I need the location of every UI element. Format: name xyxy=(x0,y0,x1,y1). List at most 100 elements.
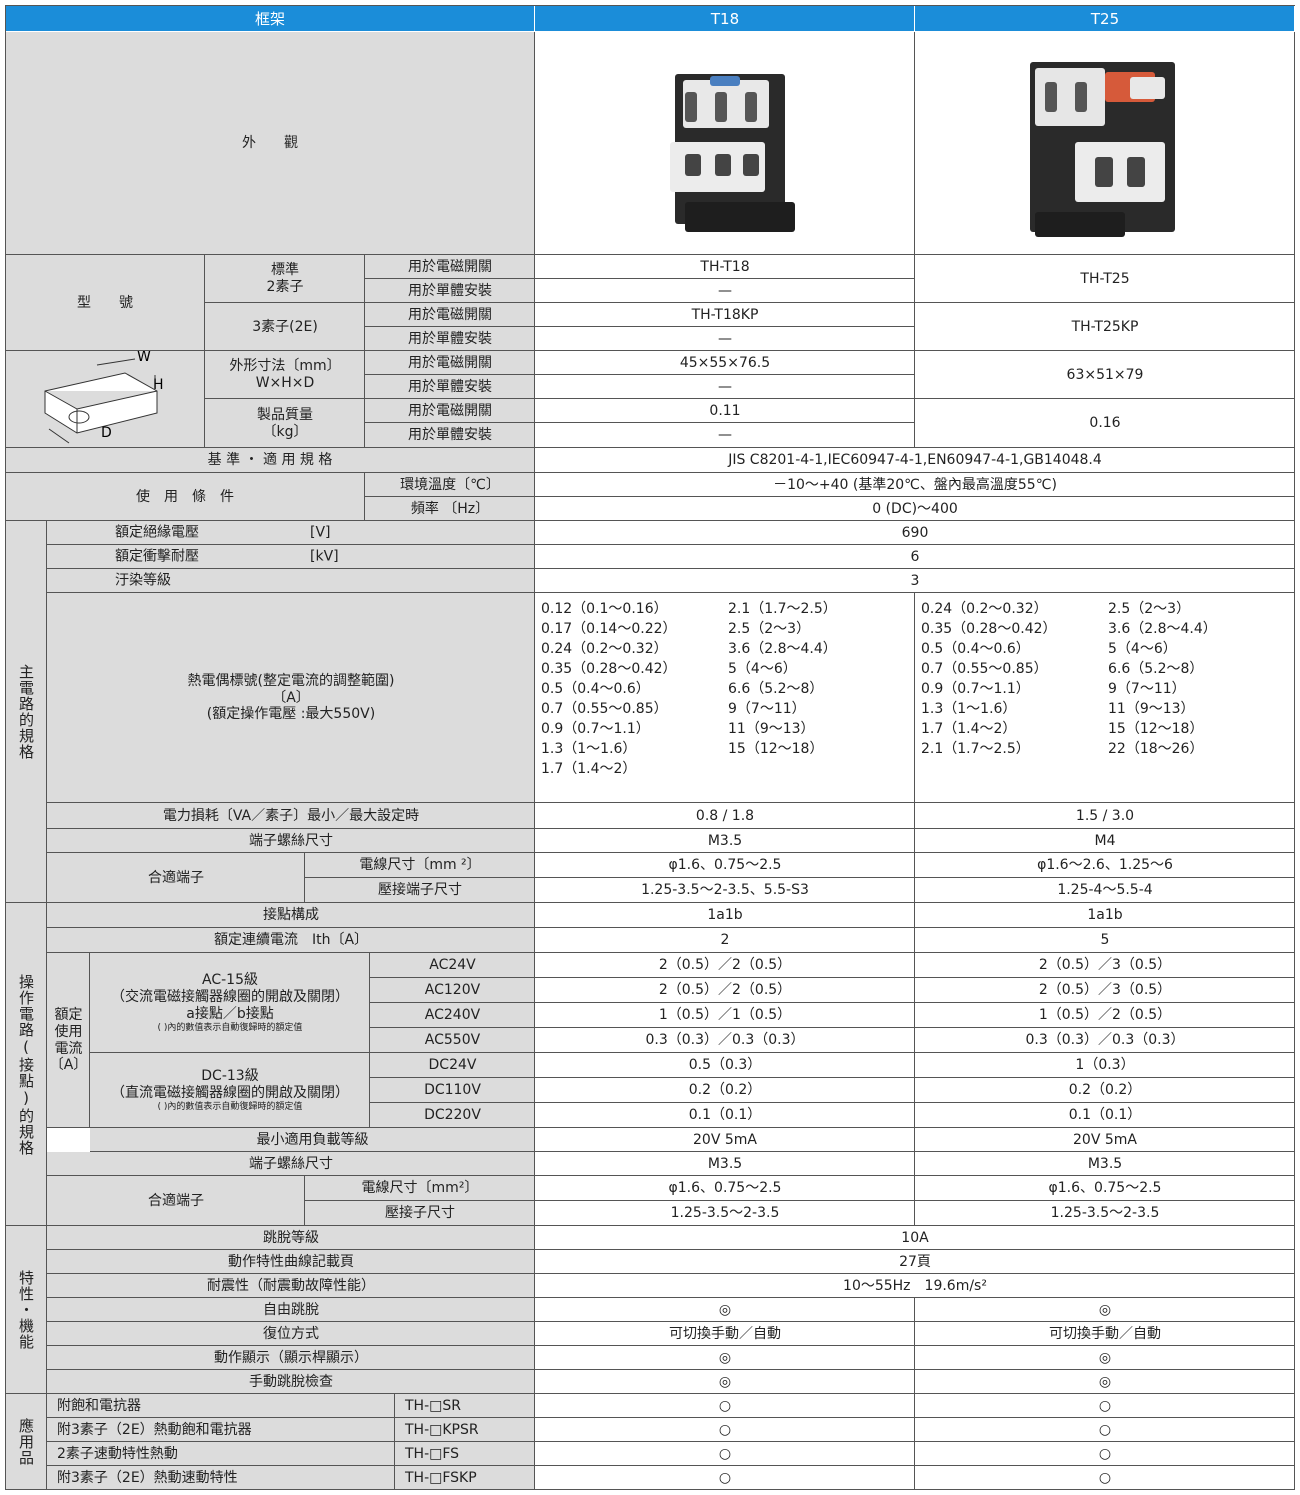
table-cell: 合適端子 xyxy=(47,853,305,903)
cell-text: 1（0.5）／1（0.5） xyxy=(658,1007,792,1024)
table-cell: 附3素子（2E）熱動速動特性 xyxy=(47,1466,395,1490)
table-cell: 2（0.5）／3（0.5） xyxy=(915,978,1295,1003)
table-cell: 用於單體安裝 xyxy=(365,423,535,448)
table-cell: 額定連續電流 Ith〔A〕 xyxy=(47,928,535,953)
table-cell: 電線尺寸〔mm²〕 xyxy=(305,1176,535,1201)
cell-text: 〔A〕 xyxy=(272,689,310,706)
cell-text: 手動跳脫檢查 xyxy=(249,1373,333,1390)
table-cell: 0.8 / 1.8 xyxy=(535,803,915,829)
cell-text: AC240V xyxy=(424,1007,481,1024)
cell-text: 用於電磁開關 xyxy=(408,354,492,371)
cell-text: 27頁 xyxy=(899,1253,931,1270)
cell-text: 〔kg〕 xyxy=(262,423,308,440)
table-cell: 自由跳脫 xyxy=(47,1298,535,1322)
cell-text: DC-13級 xyxy=(201,1068,259,1085)
product-shape xyxy=(715,154,731,176)
table-cell: 壓接子尺寸 xyxy=(305,1201,535,1226)
table-cell: 電線尺寸〔mm ²〕 xyxy=(305,853,535,878)
table-cell: 1（0.5）／2（0.5） xyxy=(915,1003,1295,1028)
cell-text: 1a1b xyxy=(707,907,743,924)
cell-text: 環境溫度〔℃〕 xyxy=(400,476,500,493)
cell-text: 用於單體安裝 xyxy=(408,330,492,347)
cell-text: 使 用 條 件 xyxy=(136,488,234,505)
cell-text: 耐震性（耐震動故障性能） xyxy=(207,1277,375,1294)
cell-text: 附飽和電抗器 xyxy=(57,1397,141,1414)
cell-text: 1.25-4～5.5-4 xyxy=(1057,882,1153,899)
cell-text: T18 xyxy=(710,9,740,28)
range-item: 3.6（2.8～4.4） xyxy=(1108,621,1217,637)
range-item: 15（12～18） xyxy=(1108,721,1204,737)
cell-text: 自由跳脫 xyxy=(263,1301,319,1318)
header-cell: 框架 xyxy=(5,5,535,32)
range-item: 1.3（1～1.6） xyxy=(541,741,637,757)
cell-text: ○ xyxy=(718,1397,732,1414)
cell-text: ◎ xyxy=(718,1373,732,1390)
table-cell: 用於電磁開關 xyxy=(365,255,535,279)
cell-text: 0.11 xyxy=(709,402,741,419)
cell-text: 3素子(2E) xyxy=(252,318,318,335)
range-item: 0.24（0.2～0.32） xyxy=(921,601,1048,617)
table-cell: 0.3（0.3）／0.3（0.3） xyxy=(535,1028,915,1053)
table-cell: 用於電磁開關 xyxy=(365,399,535,423)
table-cell: 1a1b xyxy=(915,903,1295,928)
table-cell: 用於單體安裝 xyxy=(365,375,535,399)
table-cell: 1（0.5）／1（0.5） xyxy=(535,1003,915,1028)
table-cell: 2（0.5）／2（0.5） xyxy=(535,978,915,1003)
cell-text: 1（0.5）／2（0.5） xyxy=(1038,1007,1172,1024)
table-cell: 附飽和電抗器 xyxy=(47,1394,395,1418)
table-cell: DC220V xyxy=(370,1103,535,1128)
cell-text: 1.5 / 3.0 xyxy=(1075,807,1135,824)
product-shape xyxy=(1095,157,1113,187)
cell-text: 額定衝擊耐壓 xyxy=(115,548,199,565)
table-cell: DC110V xyxy=(370,1078,535,1103)
product-shape xyxy=(1127,157,1145,187)
cell-text: 0.3（0.3）／0.3（0.3） xyxy=(645,1032,805,1049)
cell-text: 端子螺絲尺寸 xyxy=(249,832,333,849)
table-cell: 合適端子 xyxy=(47,1176,305,1226)
table-cell: 額定絕緣電壓 [V] xyxy=(47,521,535,545)
table-cell: 1.5 / 3.0 xyxy=(915,803,1295,829)
product-image xyxy=(535,32,915,255)
table-cell: 3素子(2E) xyxy=(205,303,365,351)
cell-text: [V] xyxy=(310,524,331,541)
cell-text: 基 準 ・ 適 用 規 格 xyxy=(207,452,333,469)
table-cell: 端子螺絲尺寸 xyxy=(47,829,535,853)
table-cell: 額定 使用 電流 〔A〕 xyxy=(47,953,90,1128)
table-cell: ○ xyxy=(535,1418,915,1442)
range-item: 1.7（1.4～2） xyxy=(921,721,1017,737)
cell-text: 2素子速動特性熱動 xyxy=(57,1445,178,1462)
range-item: 22（18～26） xyxy=(1108,741,1204,757)
range-item: 1.7（1.4～2） xyxy=(541,761,637,777)
product-shape xyxy=(710,76,740,86)
cell-text: ○ xyxy=(1098,1469,1112,1486)
cell-text: 可切換手動／自動 xyxy=(669,1325,781,1342)
cell-text: φ1.6、0.75～2.5 xyxy=(1048,1180,1162,1197)
cell-text: 20V 5mA xyxy=(693,1131,757,1148)
table-cell: φ1.6、0.75～2.5 xyxy=(915,1176,1295,1201)
cell-text: 製品質量 xyxy=(257,406,313,423)
table-cell: 熱電偶標號(整定電流的調整範圍) 〔A〕 (額定操作電壓 :最大550V) xyxy=(47,593,535,803)
range-item: 6.6（5.2～8） xyxy=(1108,661,1204,677)
table-cell: DC24V xyxy=(370,1053,535,1078)
cell-text: 應用品 xyxy=(17,1418,35,1466)
range-item: 5（4～6） xyxy=(1108,641,1177,657)
cell-text: 1.25-3.5～2-3.5 xyxy=(1050,1205,1160,1222)
table-cell: ◎ xyxy=(915,1346,1295,1370)
range-item: 2.1（1.7～2.5） xyxy=(921,741,1030,757)
table-cell: 1a1b xyxy=(535,903,915,928)
table-cell: 用於單體安裝 xyxy=(365,327,535,351)
table-cell: 6 xyxy=(535,545,1295,569)
cell-text: φ1.6、0.75～2.5 xyxy=(668,857,782,874)
cell-text: 復位方式 xyxy=(263,1325,319,1342)
cell-text: JIS C8201-4-1,IEC60947-4-1,EN60947-4-1,G… xyxy=(728,452,1102,469)
cell-text: 主電路的規格 xyxy=(17,664,35,760)
table-cell: 主電路的規格 xyxy=(5,521,47,903)
table-cell: TH-□FS xyxy=(395,1442,535,1466)
cell-text: AC120V xyxy=(424,982,481,999)
product-shape xyxy=(1075,142,1165,202)
cell-text: 電力損耗〔VA／素子〕最小／最大設定時 xyxy=(162,807,420,824)
cell-text: 動作特性曲線記載頁 xyxy=(228,1253,354,1270)
table-cell: 10A xyxy=(535,1226,1295,1250)
cell-text: 5 xyxy=(1100,932,1110,949)
table-cell: 復位方式 xyxy=(47,1322,535,1346)
